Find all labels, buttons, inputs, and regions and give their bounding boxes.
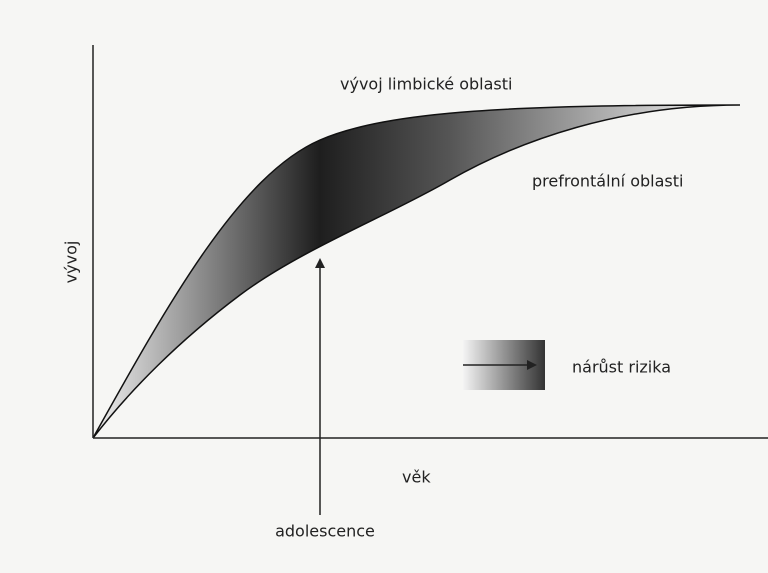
risk-band <box>92 104 741 439</box>
legend-label: nárůst rizika <box>572 358 671 377</box>
lower-curve-label: prefrontální oblasti <box>532 172 683 191</box>
x-axis-label: věk <box>402 468 431 487</box>
arrow-label: adolescence <box>275 522 375 541</box>
upper-curve-label: vývoj limbické oblasti <box>340 75 512 94</box>
y-axis-label: vývoj <box>62 241 81 284</box>
